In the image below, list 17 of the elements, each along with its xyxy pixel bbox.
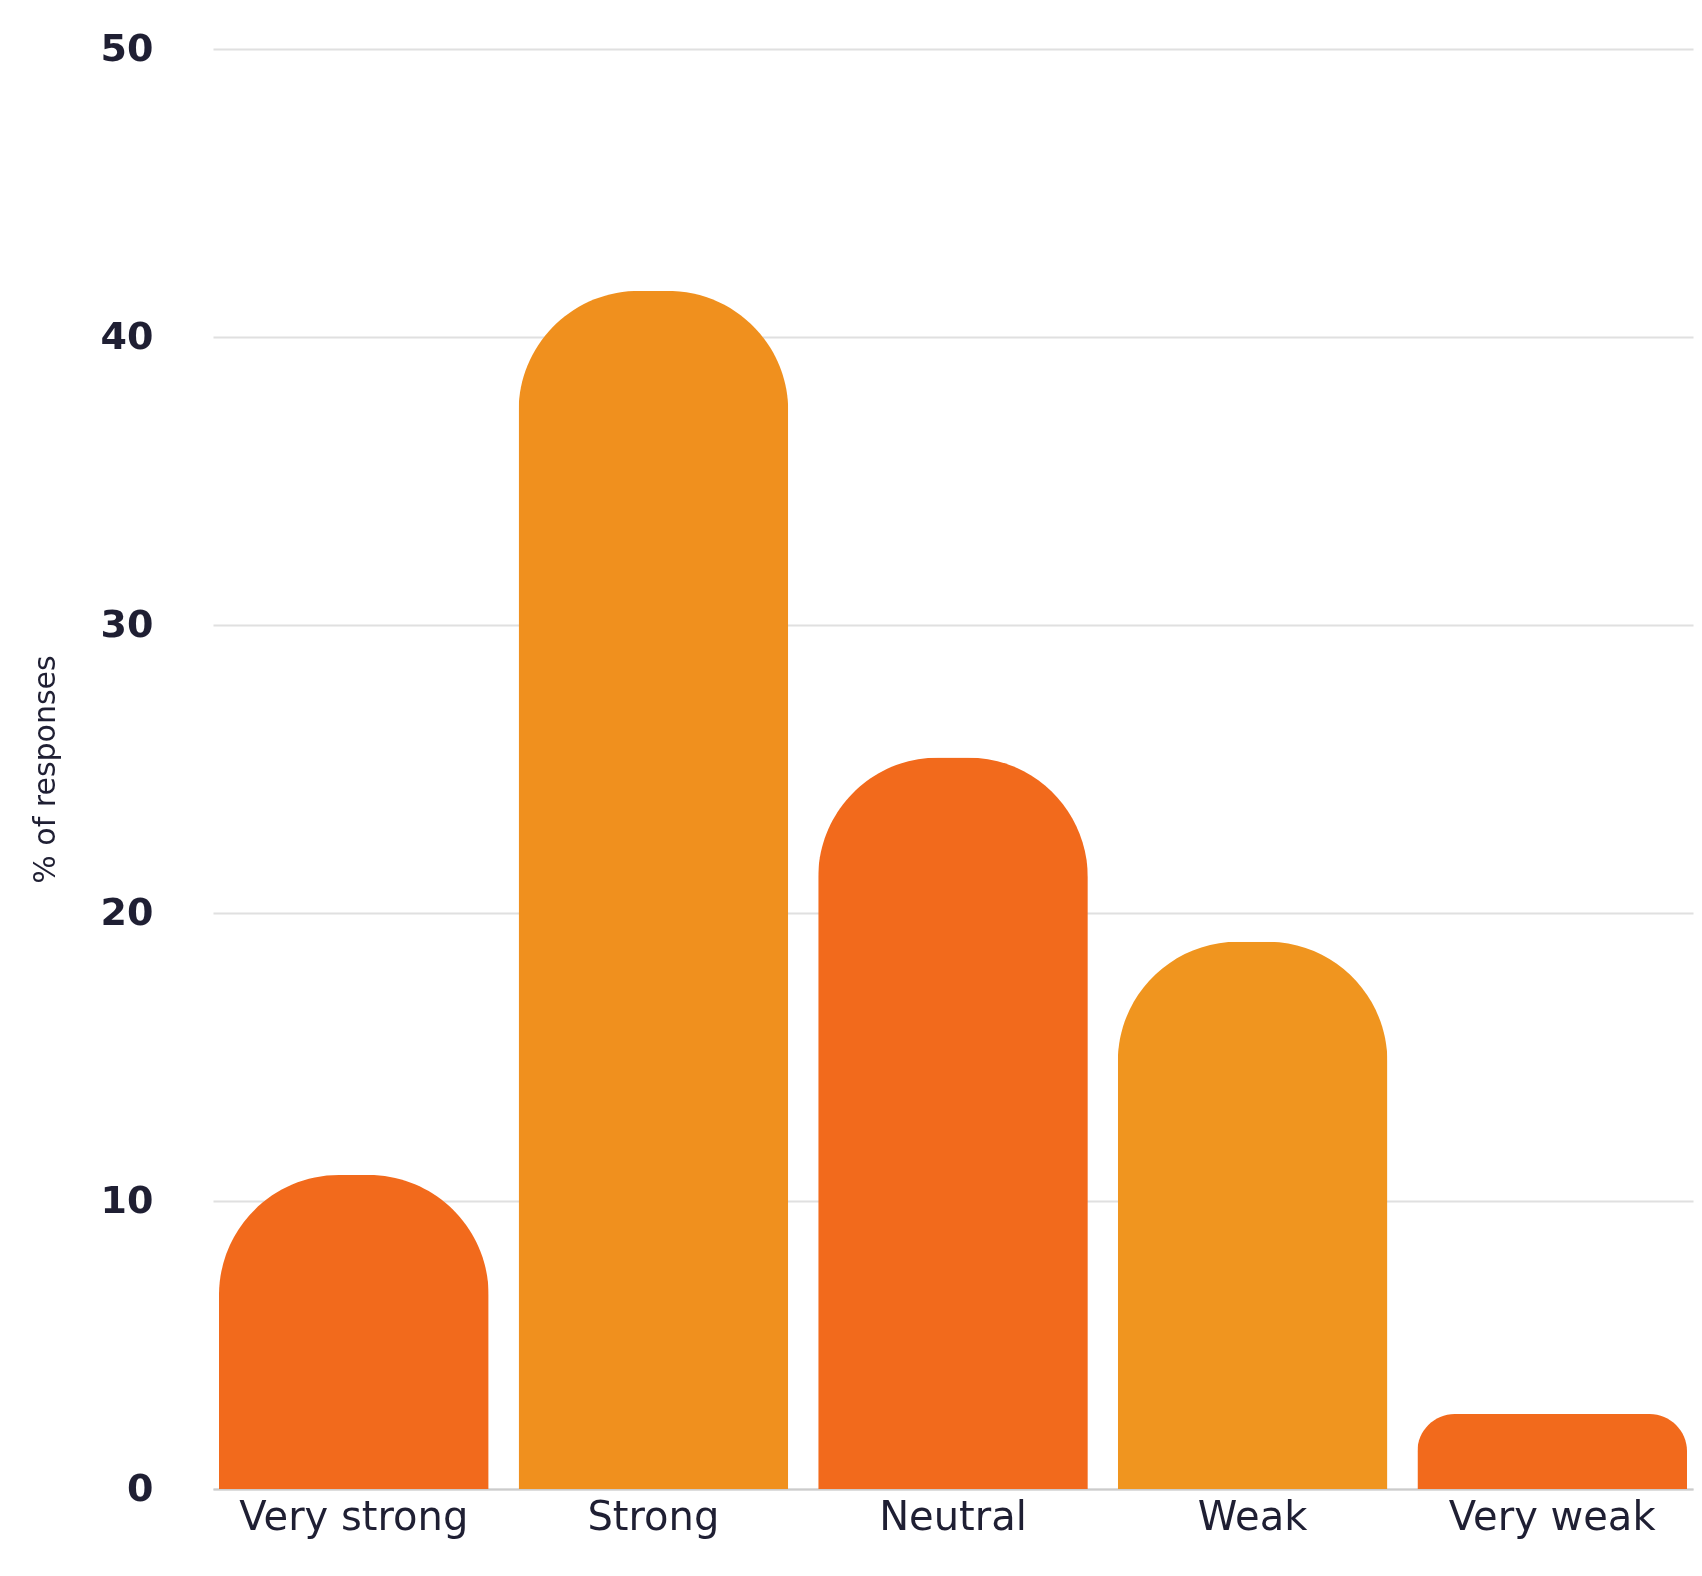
y-tick-label: 10: [100, 1177, 154, 1222]
x-tick-label: Weak: [1197, 1492, 1309, 1539]
bar: [518, 290, 789, 1489]
bar: [818, 757, 1088, 1489]
y-tick-label: 40: [100, 313, 154, 358]
y-tick-label: 50: [100, 25, 154, 70]
bar: [1117, 941, 1388, 1489]
y-tick-label: 20: [100, 889, 154, 934]
x-tick-label: Neutral: [879, 1492, 1027, 1539]
y-tick-label: 30: [100, 601, 154, 646]
y-tick-label: 0: [127, 1465, 154, 1510]
bar: [218, 1175, 489, 1489]
x-tick-label: Very weak: [1448, 1492, 1657, 1539]
x-tick-label: Strong: [587, 1492, 720, 1539]
bar: [1417, 1414, 1688, 1489]
y-axis-title: % of responses: [26, 655, 62, 884]
x-tick-label: Very strong: [239, 1492, 469, 1539]
